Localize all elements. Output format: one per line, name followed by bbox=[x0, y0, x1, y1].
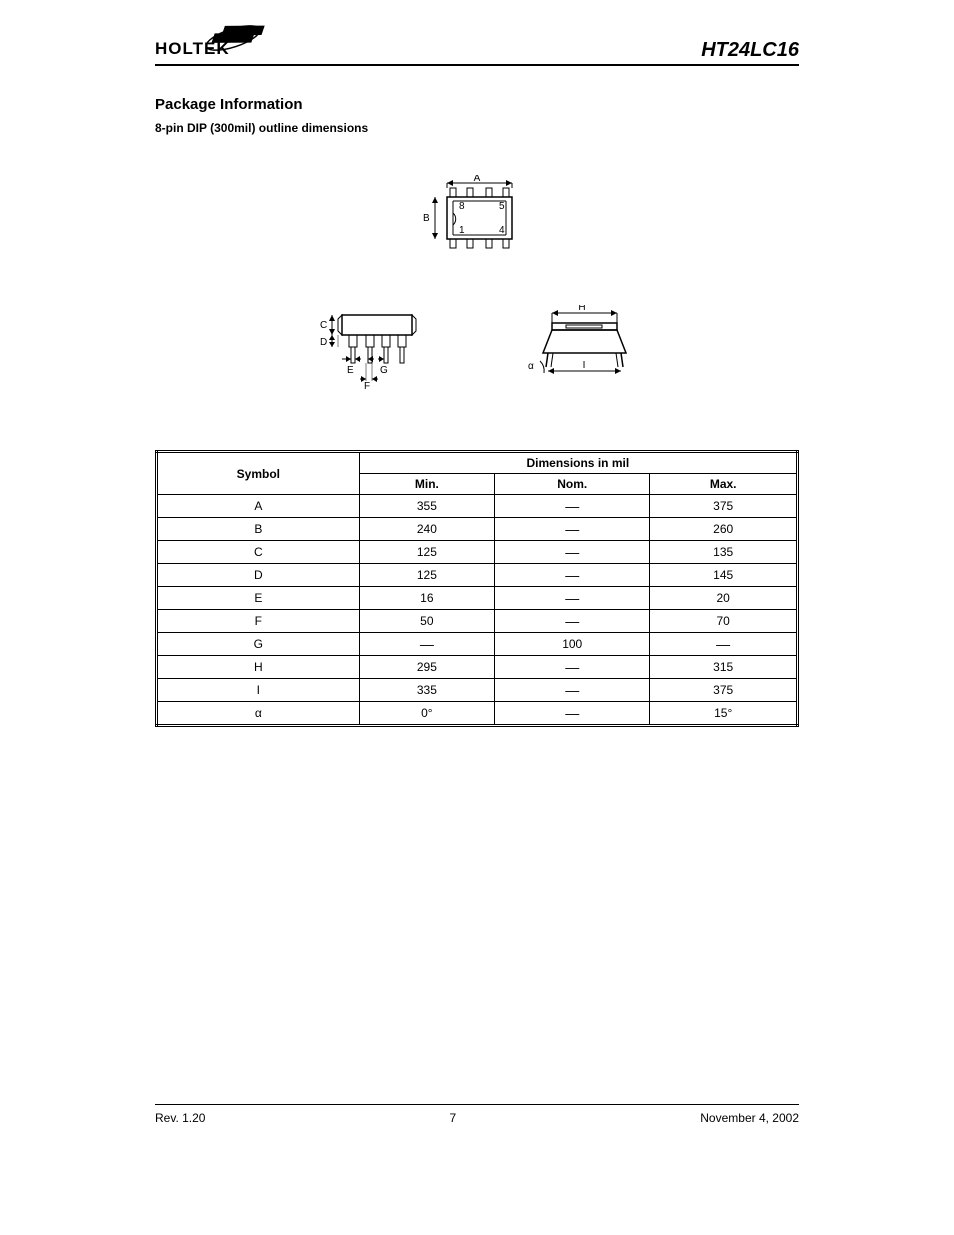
cell-min: 50 bbox=[359, 610, 494, 633]
cell-max: 135 bbox=[650, 541, 798, 564]
cell-max: 15° bbox=[650, 702, 798, 726]
page-header: HOLTEK HT24LC16 bbox=[155, 20, 799, 66]
diagrams-container: A 8 5 1 bbox=[155, 175, 799, 410]
subheading: 8-pin DIP (300mil) outline dimensions bbox=[155, 121, 799, 135]
footer-date: November 4, 2002 bbox=[700, 1111, 799, 1125]
th-dimensions: Dimensions in mil bbox=[359, 452, 797, 474]
table-row: A355—375 bbox=[157, 495, 798, 518]
table-row: H295—315 bbox=[157, 656, 798, 679]
svg-text:F: F bbox=[364, 381, 370, 392]
part-number: HT24LC16 bbox=[701, 39, 799, 62]
cell-symbol: H bbox=[157, 656, 360, 679]
diagram-side-left: C D E G bbox=[312, 305, 432, 410]
cell-max: 20 bbox=[650, 587, 798, 610]
svg-text:α: α bbox=[528, 361, 534, 372]
holtek-logo: HOLTEK bbox=[155, 20, 305, 62]
cell-nom: 100 bbox=[495, 633, 650, 656]
cell-symbol: G bbox=[157, 633, 360, 656]
cell-max: 375 bbox=[650, 495, 798, 518]
cell-symbol: E bbox=[157, 587, 360, 610]
th-max: Max. bbox=[650, 474, 798, 495]
svg-text:D: D bbox=[320, 337, 327, 348]
cell-min: 125 bbox=[359, 564, 494, 587]
cell-nom: — bbox=[495, 610, 650, 633]
table-row: I335—375 bbox=[157, 679, 798, 702]
svg-text:E: E bbox=[347, 365, 354, 376]
th-min: Min. bbox=[359, 474, 494, 495]
cell-min: 125 bbox=[359, 541, 494, 564]
cell-max: 70 bbox=[650, 610, 798, 633]
cell-symbol: A bbox=[157, 495, 360, 518]
diagram-side-right: H I bbox=[522, 305, 642, 410]
dimensions-table: Symbol Dimensions in mil Min. Nom. Max. … bbox=[155, 450, 799, 727]
cell-nom: — bbox=[495, 702, 650, 726]
cell-max: 145 bbox=[650, 564, 798, 587]
cell-min: 335 bbox=[359, 679, 494, 702]
cell-min: 240 bbox=[359, 518, 494, 541]
page-footer: Rev. 1.20 7 November 4, 2002 bbox=[155, 1104, 799, 1125]
cell-nom: — bbox=[495, 656, 650, 679]
cell-max: 375 bbox=[650, 679, 798, 702]
cell-min: 16 bbox=[359, 587, 494, 610]
table-row: C125—135 bbox=[157, 541, 798, 564]
cell-min: — bbox=[359, 633, 494, 656]
cell-max: 260 bbox=[650, 518, 798, 541]
svg-text:C: C bbox=[320, 320, 327, 331]
cell-max: — bbox=[650, 633, 798, 656]
svg-text:A: A bbox=[474, 175, 481, 184]
cell-nom: — bbox=[495, 541, 650, 564]
cell-symbol: α bbox=[157, 702, 360, 726]
svg-text:1: 1 bbox=[459, 225, 465, 236]
cell-symbol: B bbox=[157, 518, 360, 541]
footer-rev: Rev. 1.20 bbox=[155, 1111, 205, 1125]
cell-nom: — bbox=[495, 679, 650, 702]
cell-max: 315 bbox=[650, 656, 798, 679]
cell-min: 355 bbox=[359, 495, 494, 518]
cell-symbol: C bbox=[157, 541, 360, 564]
th-symbol: Symbol bbox=[157, 452, 360, 495]
table-row: D125—145 bbox=[157, 564, 798, 587]
footer-page: 7 bbox=[450, 1111, 457, 1125]
table-row: α0°—15° bbox=[157, 702, 798, 726]
cell-nom: — bbox=[495, 587, 650, 610]
svg-text:4: 4 bbox=[499, 225, 505, 236]
cell-min: 295 bbox=[359, 656, 494, 679]
svg-text:H: H bbox=[578, 305, 585, 313]
diagram-top-view: A 8 5 1 bbox=[155, 175, 799, 270]
svg-text:G: G bbox=[380, 365, 388, 376]
cell-nom: — bbox=[495, 495, 650, 518]
table-row: B240—260 bbox=[157, 518, 798, 541]
svg-text:B: B bbox=[423, 213, 430, 224]
svg-text:5: 5 bbox=[499, 201, 505, 212]
logo-text: HOLTEK bbox=[155, 39, 230, 58]
cell-nom: — bbox=[495, 564, 650, 587]
cell-symbol: F bbox=[157, 610, 360, 633]
cell-symbol: D bbox=[157, 564, 360, 587]
svg-text:8: 8 bbox=[459, 201, 465, 212]
cell-symbol: I bbox=[157, 679, 360, 702]
table-row: E16—20 bbox=[157, 587, 798, 610]
table-row: F50—70 bbox=[157, 610, 798, 633]
th-nom: Nom. bbox=[495, 474, 650, 495]
svg-text:I: I bbox=[583, 360, 586, 371]
cell-min: 0° bbox=[359, 702, 494, 726]
cell-nom: — bbox=[495, 518, 650, 541]
table-row: G—100— bbox=[157, 633, 798, 656]
section-title: Package Information bbox=[155, 96, 799, 113]
